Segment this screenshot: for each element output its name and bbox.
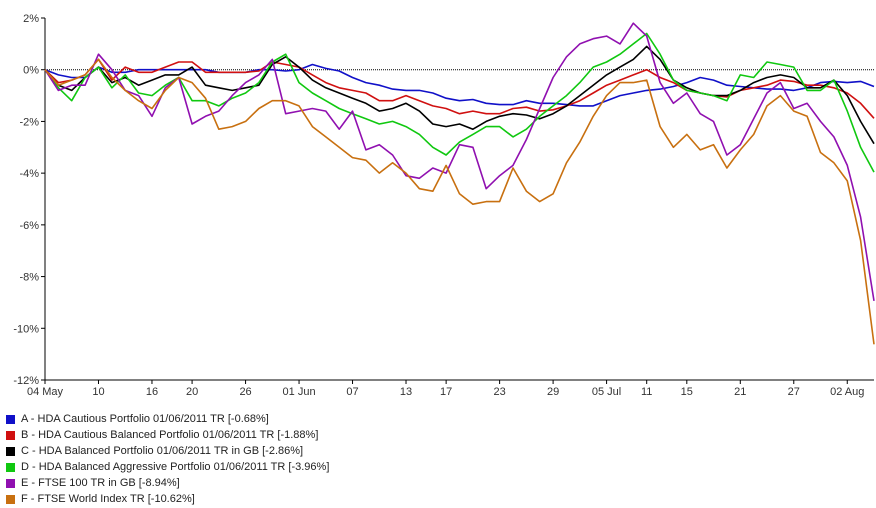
legend-label: E - FTSE 100 TR in GB [-8.94%] xyxy=(21,477,180,489)
legend-label: D - HDA Balanced Aggressive Portfolio 01… xyxy=(21,461,330,473)
x-tick-label: 23 xyxy=(493,386,505,398)
legend-item: D - HDA Balanced Aggressive Portfolio 01… xyxy=(6,459,329,475)
x-tick-label: 04 May xyxy=(27,386,64,398)
series-line-f xyxy=(44,58,875,345)
y-tick-label: 2% xyxy=(23,13,39,25)
x-axis: 04 May 10 16 20 26 01 Jun 07 13 17 23 29 05 Jul 11 15… xyxy=(27,379,874,398)
x-tick-label: 11 xyxy=(641,386,652,398)
x-tick-label: 10 xyxy=(92,386,104,398)
x-tick-label: 15 xyxy=(681,386,693,398)
y-tick-label: -10% xyxy=(13,323,39,335)
x-tick-label: 29 xyxy=(547,386,559,398)
series-line-a xyxy=(44,63,875,107)
y-tick-label: 0% xyxy=(23,65,39,77)
y-tick-label: -2% xyxy=(19,116,39,128)
legend-item: E - FTSE 100 TR in GB [-8.94%] xyxy=(6,475,329,491)
legend-label: A - HDA Cautious Portfolio 01/06/2011 TR… xyxy=(21,413,269,425)
legend-swatch xyxy=(6,446,15,456)
series-layer xyxy=(44,22,875,345)
line-chart: 2%0%-2%-4%-6%-8%-10%-12% 04 May 10 16 20 26 0… xyxy=(13,13,875,398)
series-line-e xyxy=(44,22,875,302)
legend-swatch xyxy=(6,430,15,440)
x-tick-label: 02 Aug xyxy=(830,386,864,398)
legend-item: F - FTSE World Index TR [-10.62%] xyxy=(6,491,329,507)
y-tick-label: -12% xyxy=(13,375,39,387)
y-tick-label: -4% xyxy=(19,168,39,180)
y-tick-label: -8% xyxy=(19,272,39,284)
series-line-c xyxy=(44,45,875,145)
series-line-b xyxy=(44,58,875,119)
legend-label: C - HDA Balanced Portfolio 01/06/2011 TR… xyxy=(21,445,304,457)
x-tick-label: 27 xyxy=(788,386,800,398)
x-tick-label: 13 xyxy=(400,386,412,398)
x-tick-label: 16 xyxy=(146,386,158,398)
x-tick-label: 07 xyxy=(346,386,358,398)
x-tick-label: 26 xyxy=(239,386,251,398)
legend-swatch xyxy=(6,478,15,488)
x-tick-label: 21 xyxy=(734,386,746,398)
legend: A - HDA Cautious Portfolio 01/06/2011 TR… xyxy=(6,411,329,507)
legend-label: B - HDA Cautious Balanced Portfolio 01/0… xyxy=(21,429,319,441)
legend-label: F - FTSE World Index TR [-10.62%] xyxy=(21,493,195,505)
x-tick-label: 01 Jun xyxy=(283,386,316,398)
x-tick-label: 05 Jul xyxy=(592,386,621,398)
x-tick-label: 17 xyxy=(440,386,452,398)
legend-swatch xyxy=(6,414,15,424)
legend-swatch xyxy=(6,494,15,504)
legend-item: C - HDA Balanced Portfolio 01/06/2011 TR… xyxy=(6,443,329,459)
legend-item: A - HDA Cautious Portfolio 01/06/2011 TR… xyxy=(6,411,329,427)
legend-swatch xyxy=(6,462,15,472)
legend-item: B - HDA Cautious Balanced Portfolio 01/0… xyxy=(6,427,329,443)
y-tick-label: -6% xyxy=(19,220,39,232)
series-line-d xyxy=(44,32,875,173)
x-tick-label: 20 xyxy=(186,386,198,398)
